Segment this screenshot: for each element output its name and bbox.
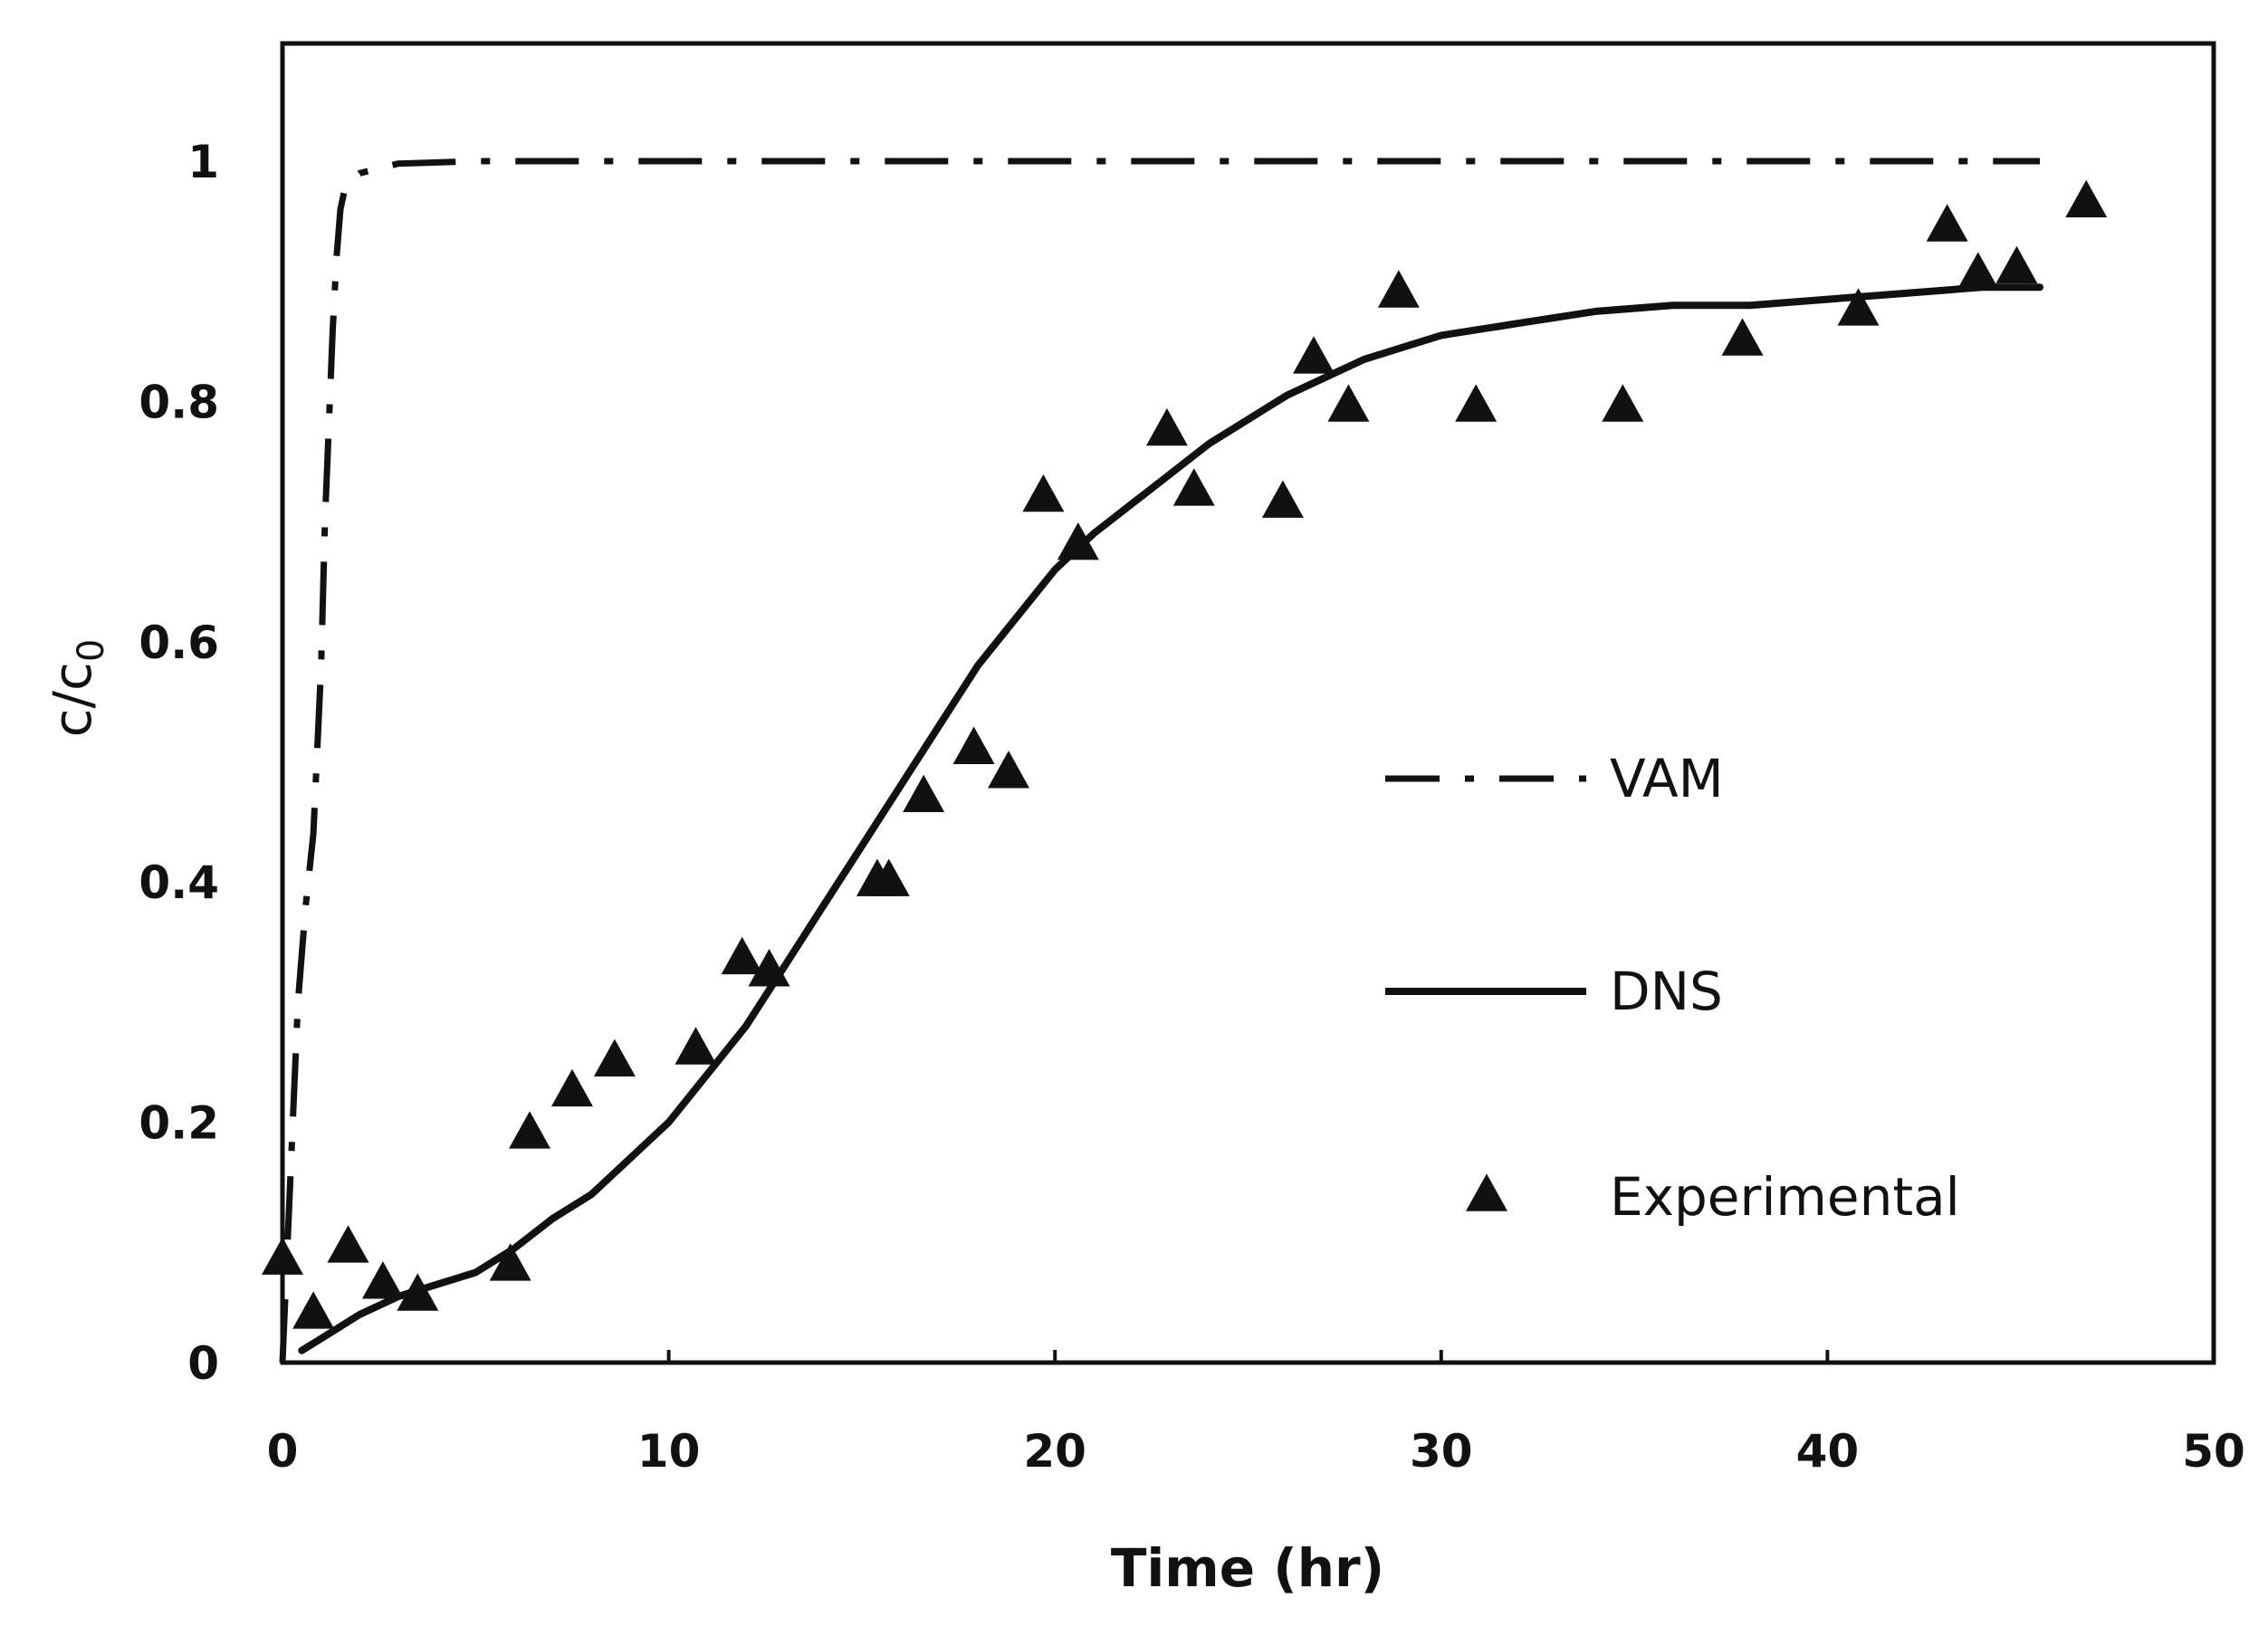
experimental-point — [1172, 468, 1215, 506]
experimental-point — [509, 1111, 551, 1149]
x-tick-label: 50 — [2182, 1425, 2245, 1478]
y-tick-label: 0.6 — [139, 617, 219, 669]
y-tick-label: 0 — [187, 1337, 219, 1390]
x-tick-label: 40 — [1796, 1425, 1860, 1478]
experimental-point — [1327, 384, 1370, 422]
y-axis-title: c/c0 — [42, 639, 112, 738]
y-tick-label: 0.4 — [139, 856, 219, 909]
x-tick-label: 10 — [637, 1425, 701, 1478]
experimental-point — [489, 1243, 531, 1281]
legend-entry-dns: DNS — [1385, 961, 1723, 1022]
experimental-point — [397, 1273, 439, 1311]
legend-label: DNS — [1610, 961, 1723, 1022]
y-axis-ticks: 0 0.2 0.4 0.6 0.8 1 — [139, 136, 219, 1390]
experimental-point — [867, 858, 910, 896]
experimental-point — [903, 774, 945, 813]
experimental-point — [1721, 318, 1764, 356]
series-line-dns — [298, 283, 2043, 1354]
experimental-point — [1926, 204, 1968, 242]
experimental-point — [292, 1291, 335, 1329]
experimental-point — [1995, 245, 2038, 284]
experimental-point — [675, 1027, 717, 1065]
legend-label: VAM — [1610, 748, 1724, 809]
plot-marks — [262, 158, 2108, 1363]
experimental-point — [1261, 480, 1304, 518]
y-axis-title-subscript: 0 — [71, 639, 112, 662]
x-tick-label: 20 — [1023, 1425, 1086, 1478]
y-tick-label: 0.8 — [139, 376, 219, 428]
experimental-point — [748, 949, 790, 987]
plot-area-frame — [280, 41, 2216, 1365]
svg-text:c/c0: c/c0 — [42, 639, 112, 738]
experimental-point — [361, 1261, 404, 1299]
experimental-point — [1057, 521, 1099, 560]
experimental-point — [327, 1225, 369, 1263]
y-tick-label: 1 — [187, 136, 219, 188]
experimental-point — [1602, 384, 1644, 422]
experimental-point — [550, 1068, 593, 1107]
legend-triangle-swatch — [1466, 1173, 1507, 1211]
x-tick-label: 0 — [267, 1425, 299, 1478]
legend-entry-experimental: Experimental — [1466, 1166, 1960, 1228]
experimental-point — [988, 751, 1030, 789]
experimental-point — [1837, 288, 1880, 326]
experimental-point — [2065, 179, 2108, 218]
experimental-point — [1293, 336, 1335, 374]
experimental-point — [1377, 270, 1420, 308]
legend-label: Experimental — [1610, 1166, 1960, 1228]
experimental-point — [593, 1038, 636, 1076]
experimental-point — [1145, 407, 1188, 446]
experimental-point — [721, 936, 763, 975]
x-axis-ticks: 0 10 20 30 40 50 — [267, 1350, 2245, 1478]
y-axis-title-main: c/c — [42, 662, 103, 737]
experimental-point — [1957, 252, 1999, 290]
x-tick-label: 30 — [1410, 1425, 1473, 1478]
series-experimental — [262, 179, 2108, 1329]
y-tick-label: 0.2 — [139, 1097, 219, 1150]
experimental-point — [952, 726, 995, 764]
series-line-vam — [279, 158, 2040, 1363]
experimental-point — [1455, 384, 1498, 422]
x-axis-title: Time (hr) — [1111, 1537, 1384, 1599]
experimental-point — [1022, 474, 1065, 512]
legend: VAM DNS Experimental — [1385, 748, 1960, 1228]
legend-entry-vam: VAM — [1385, 748, 1724, 809]
